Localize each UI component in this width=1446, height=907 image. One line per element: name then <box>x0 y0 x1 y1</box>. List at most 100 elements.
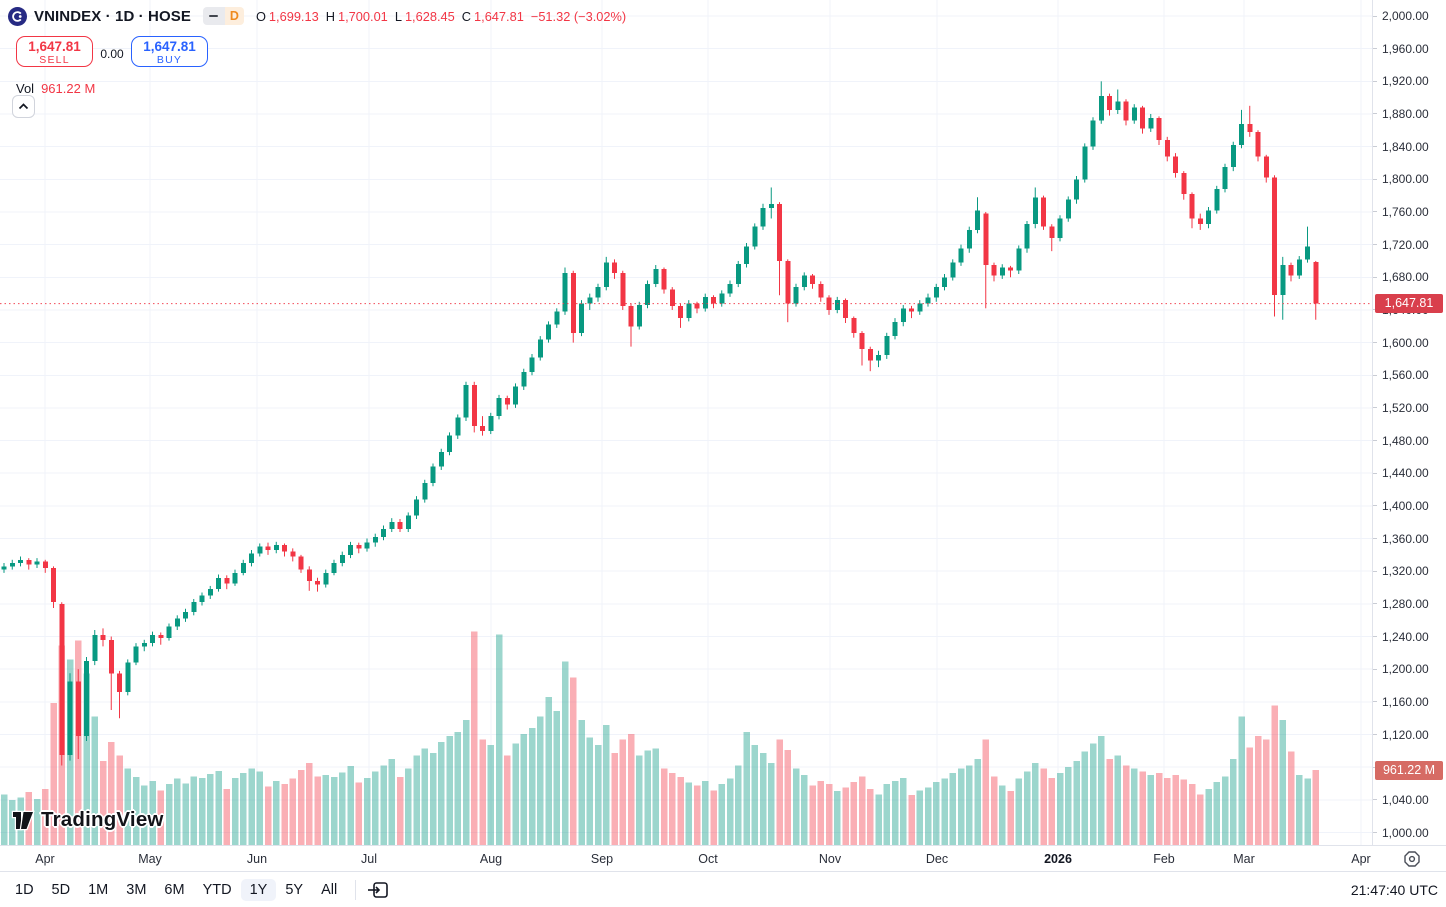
price-axis-tick <box>1373 276 1377 278</box>
toolbar-divider <box>355 879 357 900</box>
range-selector: 1D 5D 1M 3M 6M YTD 1Y 5Y All <box>6 878 346 901</box>
symbol-title[interactable]: VNINDEX · 1D · HOSE <box>34 7 191 25</box>
range-button-1m[interactable]: 1M <box>88 881 109 898</box>
volume-label: Vol <box>16 81 35 96</box>
time-axis-label: Jul <box>361 852 377 866</box>
legend-minus-icon[interactable] <box>202 7 225 25</box>
price-axis-tick <box>1373 505 1377 507</box>
sell-label: SELL <box>39 54 70 66</box>
instrument-logo-icon <box>8 6 27 26</box>
time-axis-label: Aug <box>479 852 503 866</box>
price-axis-tick <box>1373 178 1377 180</box>
delayed-data-badge[interactable]: D <box>224 7 244 25</box>
range-button-1d[interactable]: 1D <box>15 881 34 898</box>
volume-legend: Vol 961.22 M <box>16 81 176 96</box>
open-label: O <box>255 8 266 24</box>
range-button-ytd[interactable]: YTD <box>202 881 232 898</box>
range-button-1y[interactable]: 1Y <box>240 878 277 901</box>
octagon-eye-icon[interactable] <box>1403 850 1421 868</box>
time-axis-label: Sep <box>590 852 614 866</box>
price-axis-label: 1,280.00 <box>1382 596 1429 611</box>
low-value: 1,628.45 <box>404 8 455 24</box>
price-axis-tick <box>1373 48 1377 50</box>
range-button-5y[interactable]: 5Y <box>285 881 304 898</box>
price-axis-tick <box>1373 244 1377 246</box>
price-axis-tick <box>1373 407 1377 409</box>
high-label: H <box>325 8 335 24</box>
low-label: L <box>394 8 402 24</box>
go-to-date-button[interactable] <box>365 878 391 902</box>
price-axis-tick <box>1373 211 1377 213</box>
price-axis-tick <box>1373 734 1377 736</box>
price-axis-label: 1,920.00 <box>1382 74 1429 89</box>
price-axis-label: 1,800.00 <box>1382 172 1429 187</box>
symbol-legend: VNINDEX · 1D · HOSE D O 1,699.13 H 1,700… <box>8 6 626 96</box>
range-button-5d[interactable]: 5D <box>51 881 71 898</box>
last-price-badge: 1,647.81 <box>1375 294 1443 314</box>
time-axis[interactable]: Apr May Jun Jul Aug Sep Oct Nov Dec 2026 Feb Mar Apr <box>0 845 1446 871</box>
clock-utc[interactable]: 21:47:40 UTC <box>1350 881 1438 898</box>
sell-button[interactable]: 1,647.81 SELL <box>16 36 93 67</box>
price-axis-tick <box>1373 668 1377 670</box>
price-axis-label: 1,120.00 <box>1382 727 1429 742</box>
price-axis[interactable]: 2,000.00 1,960.00 1,920.00 1,880.00 1,840.00… <box>1372 0 1446 845</box>
high-value: 1,700.01 <box>337 8 388 24</box>
time-axis-label: Mar <box>1233 852 1255 866</box>
price-axis-tick <box>1373 15 1377 17</box>
price-axis-label: 1,840.00 <box>1382 139 1429 154</box>
chevron-up-icon <box>18 103 29 110</box>
last-volume-badge: 961.22 M <box>1375 760 1443 780</box>
time-axis-label: Dec <box>925 852 949 866</box>
price-axis-tick <box>1373 113 1377 115</box>
price-axis-tick <box>1373 832 1377 833</box>
range-button-6m[interactable]: 6M <box>164 881 185 898</box>
time-axis-label: Nov <box>818 852 842 866</box>
price-axis-tick <box>1373 701 1377 703</box>
buy-button[interactable]: 1,647.81 BUY <box>131 36 208 67</box>
price-axis-label: 1,000.00 <box>1382 825 1429 840</box>
volume-value: 961.22 M <box>41 81 96 96</box>
price-axis-tick <box>1373 374 1377 376</box>
price-axis-label: 2,000.00 <box>1382 9 1429 23</box>
price-axis-label: 1,760.00 <box>1382 204 1429 219</box>
price-axis-tick <box>1373 472 1377 474</box>
price-axis-label: 1,600.00 <box>1382 335 1429 350</box>
buy-price: 1,647.81 <box>143 39 196 54</box>
price-axis-label: 1,480.00 <box>1382 433 1429 448</box>
close-value: 1,647.81 <box>474 8 524 24</box>
price-axis-tick <box>1373 570 1377 572</box>
range-button-all[interactable]: All <box>321 881 338 898</box>
time-axis-label: Apr <box>1351 852 1371 866</box>
price-axis-tick <box>1373 538 1377 540</box>
price-axis-label: 1,560.00 <box>1382 368 1429 383</box>
chart-canvas[interactable] <box>0 0 1372 845</box>
price-axis-label: 1,880.00 <box>1382 106 1429 121</box>
time-axis-label: Oct <box>698 852 718 866</box>
price-axis-label: 1,320.00 <box>1382 564 1429 579</box>
price-axis-label: 1,360.00 <box>1382 531 1429 546</box>
price-axis-label: 1,240.00 <box>1382 629 1429 644</box>
price-axis-tick <box>1373 636 1377 638</box>
price-axis-label: 1,680.00 <box>1382 270 1429 285</box>
price-axis-label: 1,040.00 <box>1382 792 1429 807</box>
close-label: C <box>461 8 472 24</box>
collapse-legend-button[interactable] <box>12 95 35 118</box>
price-axis-label: 1,960.00 <box>1382 41 1429 56</box>
range-button-3m[interactable]: 3M <box>126 881 147 898</box>
price-axis-label: 1,520.00 <box>1382 400 1429 415</box>
price-axis-label: 1,160.00 <box>1382 694 1429 709</box>
sell-price: 1,647.81 <box>28 39 81 54</box>
price-axis-tick <box>1373 80 1377 82</box>
change-value: −51.32 (−3.02%) <box>530 8 627 24</box>
open-value: 1,699.13 <box>268 8 319 24</box>
price-axis-tick <box>1373 146 1377 148</box>
spread-value: 0.00 <box>100 47 124 61</box>
price-axis-tick <box>1373 342 1377 344</box>
time-axis-label: 2026 <box>1044 852 1072 866</box>
price-axis-label: 1,440.00 <box>1382 466 1429 481</box>
time-axis-label: Jun <box>246 852 268 866</box>
bottom-toolbar: 1D 5D 1M 3M 6M YTD 1Y 5Y All 21:47:40 UTC <box>0 871 1446 907</box>
price-axis-label: 1,400.00 <box>1382 498 1429 513</box>
ohlc-values: O 1,699.13 H 1,700.01 L 1,628.45 C 1,647… <box>256 9 626 24</box>
